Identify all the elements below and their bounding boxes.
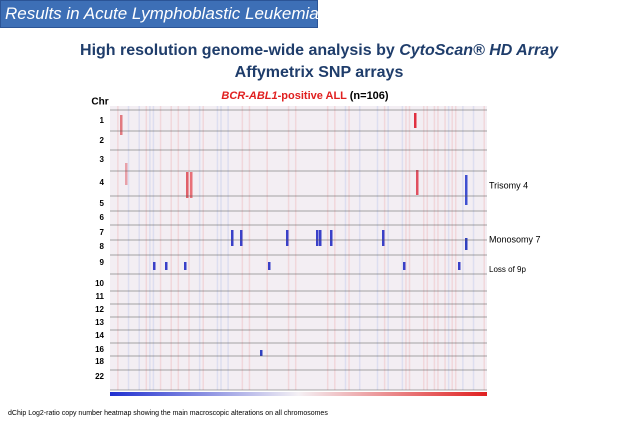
sample-column <box>426 106 429 390</box>
sample-column <box>241 106 244 390</box>
sample-column <box>344 106 347 390</box>
alteration <box>186 172 189 198</box>
header-title: Results in Acute Lymphoblastic Leukemia <box>0 0 319 28</box>
alteration <box>125 163 128 185</box>
alteration <box>465 175 468 205</box>
sample-column <box>220 106 222 390</box>
sample-column <box>447 106 450 390</box>
chromosome-label: 12 <box>95 305 104 314</box>
chromosome-label: 2 <box>100 136 105 145</box>
sample-column <box>437 106 439 390</box>
sample-column <box>127 106 130 390</box>
alteration <box>382 230 385 246</box>
heatmap-title-gene: BCR-ABL1 <box>221 90 277 102</box>
sample-column <box>348 106 350 390</box>
sample-column <box>138 106 140 390</box>
chromosome-label: 13 <box>95 318 104 327</box>
sample-column <box>483 106 485 390</box>
chromosome-label: 7 <box>100 228 105 237</box>
alteration <box>465 238 468 250</box>
heatmap-title-group: -positive ALL <box>278 90 348 102</box>
sample-column <box>177 106 180 390</box>
sample-column <box>422 106 425 390</box>
sample-column <box>149 106 151 390</box>
sample-column <box>334 106 336 390</box>
sample-column <box>227 106 229 390</box>
sample-column <box>401 106 404 390</box>
annotation: Loss of 9p <box>489 265 526 274</box>
alteration <box>165 262 168 270</box>
title-product: CytoScan® HD Array <box>399 42 558 59</box>
sample-column <box>294 106 297 390</box>
chromosome-label: 5 <box>100 199 105 208</box>
heatmap-title-n: (n=106) <box>347 90 389 102</box>
alteration <box>240 230 243 246</box>
sample-column <box>159 106 162 390</box>
alteration <box>316 230 319 246</box>
heatmap-title: BCR-ABL1-positive ALL (n=106) <box>221 90 389 102</box>
title-text: High resolution genome-wide analysis by <box>80 42 400 59</box>
title-line1: High resolution genome-wide analysis by … <box>0 42 638 60</box>
sample-column <box>472 106 475 390</box>
sample-column <box>216 106 219 390</box>
color-scale <box>110 392 487 396</box>
sample-column <box>376 106 379 390</box>
alteration <box>458 262 461 270</box>
sample-column <box>152 106 155 390</box>
axis-label: Chr <box>91 97 108 108</box>
sample-column <box>405 106 407 390</box>
alteration <box>153 262 156 270</box>
alteration <box>120 115 123 135</box>
sample-column <box>462 106 464 390</box>
sample-column <box>202 106 204 390</box>
chromosome-label: 6 <box>100 213 105 222</box>
chromosome-label: 14 <box>95 331 104 340</box>
alteration <box>260 350 263 356</box>
sample-column <box>188 106 190 390</box>
chromosome-label: 9 <box>100 258 105 267</box>
annotation: Monosomy 7 <box>489 234 541 244</box>
chromosome-label: 8 <box>100 242 105 251</box>
alteration <box>268 262 271 270</box>
sample-column <box>444 106 446 390</box>
chromosome-label: 11 <box>96 292 105 301</box>
chromosome-label: 4 <box>100 178 105 187</box>
sample-column <box>454 106 457 390</box>
alteration <box>330 230 333 246</box>
alteration <box>190 172 193 198</box>
chromosome-label: 18 <box>95 357 104 366</box>
alteration <box>403 262 406 270</box>
alteration <box>319 230 322 246</box>
sample-column <box>287 106 290 390</box>
alteration <box>414 113 417 128</box>
sample-column <box>408 106 411 390</box>
alteration <box>184 262 187 270</box>
alteration <box>416 170 419 195</box>
sample-column <box>170 106 172 390</box>
sample-column <box>451 106 453 390</box>
caption: dChip Log2-ratio copy number heatmap sho… <box>8 410 328 417</box>
chromosome-label: 16 <box>95 345 104 354</box>
chromosome-label: 1 <box>100 116 105 125</box>
annotation: Trisomy 4 <box>489 180 528 190</box>
sample-column <box>387 106 389 390</box>
alteration <box>286 230 289 246</box>
chromosome-label: 10 <box>95 279 104 288</box>
sample-column <box>383 106 386 390</box>
sample-column <box>198 106 201 390</box>
sample-column <box>326 106 329 390</box>
heatmap-area <box>110 106 487 390</box>
sample-column <box>248 106 251 390</box>
sample-column <box>358 106 361 390</box>
title-line2: Affymetrix SNP arrays <box>234 64 404 81</box>
sample-column <box>145 106 148 390</box>
sample-column <box>117 106 119 390</box>
chromosome-label: 22 <box>95 372 104 381</box>
chromosome-label: 3 <box>100 155 105 164</box>
sample-column <box>433 106 436 390</box>
sample-column <box>266 106 268 390</box>
alteration <box>231 230 234 246</box>
